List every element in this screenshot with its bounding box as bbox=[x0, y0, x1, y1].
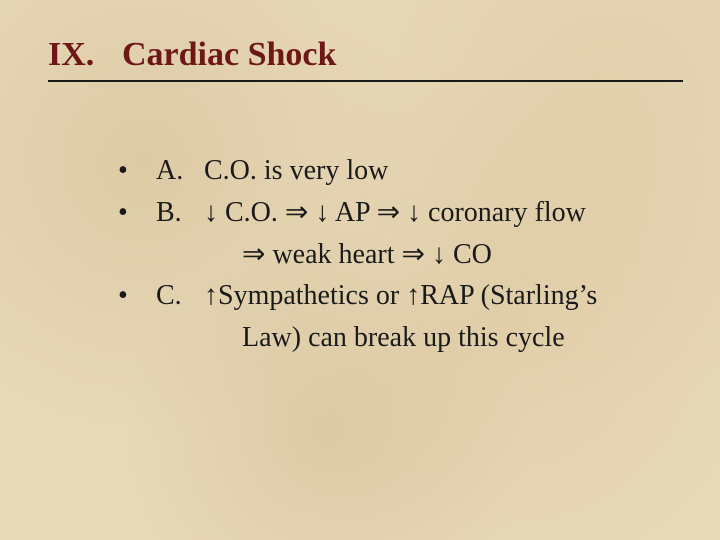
bullet-body-c-line1: ↑Sympathetics or ↑RAP (Starling’s bbox=[204, 277, 680, 315]
list-item-continuation: Law) can break up this cycle bbox=[118, 319, 680, 357]
bullet-list: • A. C.O. is very low • B. ↓ C.O. ⇒ ↓ AP… bbox=[48, 152, 680, 357]
title-underline bbox=[48, 80, 683, 82]
list-item: • A. C.O. is very low bbox=[118, 152, 680, 190]
bullet-label-c: C. bbox=[156, 277, 204, 315]
bullet-icon: • bbox=[118, 277, 156, 315]
bullet-label-a: A. bbox=[156, 152, 204, 190]
list-item-continuation: ⇒ weak heart ⇒ ↓ CO bbox=[118, 236, 680, 274]
title-numeral: IX. bbox=[48, 36, 122, 74]
bullet-body-b-line2: ⇒ weak heart ⇒ ↓ CO bbox=[242, 236, 680, 274]
bullet-body-c-line2: Law) can break up this cycle bbox=[242, 319, 680, 357]
indent-spacer bbox=[118, 236, 242, 274]
bullet-body-a: C.O. is very low bbox=[204, 152, 680, 190]
bullet-icon: • bbox=[118, 152, 156, 190]
slide-container: IX. Cardiac Shock • A. C.O. is very low … bbox=[0, 0, 720, 540]
bullet-body-b-line1: ↓ C.O. ⇒ ↓ AP ⇒ ↓ coronary flow bbox=[204, 194, 680, 232]
list-item: • B. ↓ C.O. ⇒ ↓ AP ⇒ ↓ coronary flow bbox=[118, 194, 680, 232]
indent-spacer bbox=[118, 319, 242, 357]
bullet-label-b: B. bbox=[156, 194, 204, 232]
title-text: Cardiac Shock bbox=[122, 36, 336, 74]
slide-title-row: IX. Cardiac Shock bbox=[48, 36, 680, 74]
list-item: • C. ↑Sympathetics or ↑RAP (Starling’s bbox=[118, 277, 680, 315]
bullet-icon: • bbox=[118, 194, 156, 232]
